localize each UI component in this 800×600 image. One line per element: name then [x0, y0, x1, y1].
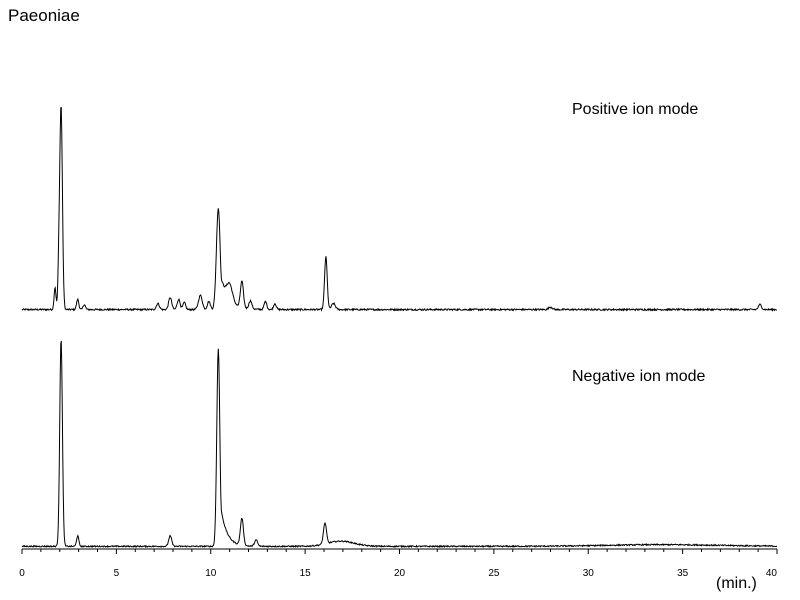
- sample-title: Paeoniae: [8, 6, 80, 25]
- negative-mode-label: Negative ion mode: [572, 368, 706, 385]
- x-tick-label: 5: [114, 568, 120, 579]
- x-tick-label: 40: [766, 568, 778, 579]
- positive-mode-label: Positive ion mode: [572, 101, 698, 118]
- x-tick-label: 25: [488, 568, 500, 579]
- positive-mode-trace: [21, 106, 778, 312]
- traces-group: [21, 106, 778, 549]
- x-tick-label: 30: [583, 568, 595, 579]
- x-tick-label: 10: [205, 568, 217, 579]
- x-tick-label: 35: [677, 568, 689, 579]
- x-axis: 0 5 10 15 20 25 30 35 40: [19, 548, 778, 579]
- x-axis-unit-label: (min.): [716, 575, 757, 592]
- x-tick-label: 20: [394, 568, 406, 579]
- x-tick-label: 0: [19, 568, 25, 579]
- x-tick-label: 15: [300, 568, 312, 579]
- negative-mode-trace: [21, 340, 778, 549]
